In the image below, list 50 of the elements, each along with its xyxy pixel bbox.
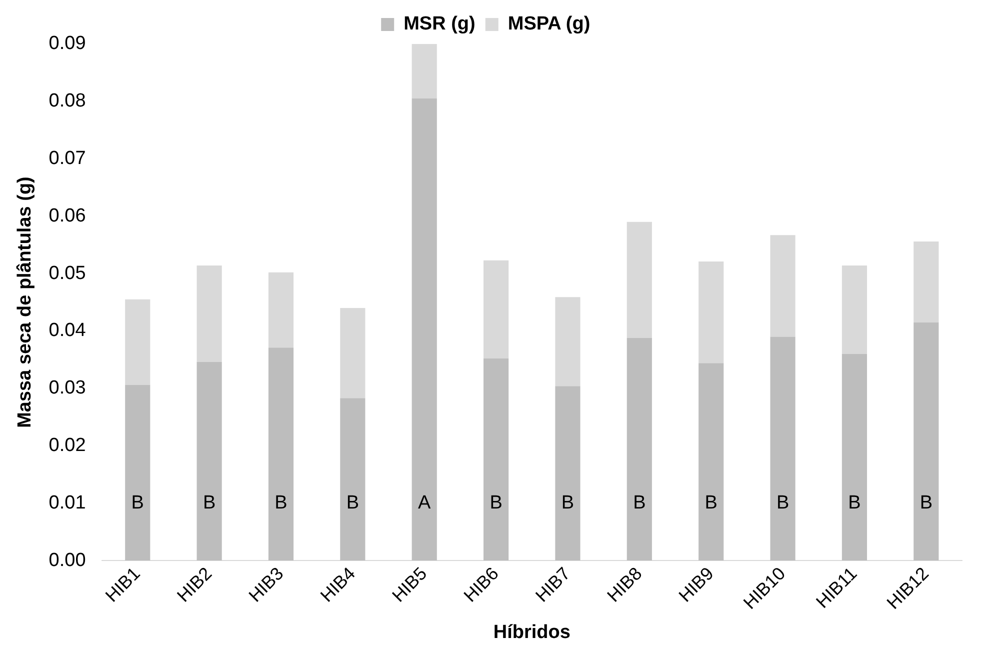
legend-label: MSR (g) [404,14,476,35]
bar [914,322,939,561]
y-tick-label: 0.01 [48,492,86,514]
y-tick-label: 0.02 [48,434,86,456]
bar [842,354,868,561]
bar [412,44,437,99]
y-tick-label: 0.06 [48,205,86,226]
annotation: B [346,492,360,514]
y-tick-label: 0.07 [48,148,86,170]
bar [555,297,580,386]
bar [125,384,150,561]
bar [412,98,437,561]
bar [125,299,150,385]
x-axis-title: Híbridos [493,622,570,643]
y-tick-label: 0.03 [48,378,86,399]
bar [196,362,222,561]
annotation: B [274,492,288,514]
bar [340,398,366,561]
bar [698,262,724,364]
bar [770,235,796,337]
bar [626,338,652,561]
bar [196,266,222,362]
annotation: B [920,492,932,514]
bar [698,363,724,561]
bar [770,336,796,561]
bar [484,358,509,561]
annotation: B [633,492,646,514]
y-tick-label: 0.00 [48,550,86,571]
annotation: B [490,492,502,514]
annotation: B [202,492,216,514]
bar [340,308,366,398]
annotation: B [776,492,790,514]
bar [914,241,939,322]
y-axis-title: Massa seca de plântulas (g) [14,176,36,428]
y-tick-label: 0.05 [48,262,86,284]
y-tick-label: 0.09 [48,33,86,54]
bar [268,272,294,348]
bar [626,222,652,338]
annotation: B [131,492,144,514]
bar [484,260,509,359]
annotation: B [848,492,861,514]
y-tick-label: 0.08 [48,90,86,112]
legend-label: MSPA (g) [508,14,590,35]
bar [555,386,580,561]
annotation: B [561,492,574,514]
y-tick-label: 0.04 [48,320,86,342]
annotation: A [418,492,432,514]
bar [268,348,294,561]
bar [842,266,868,354]
annotation: B [704,492,718,514]
